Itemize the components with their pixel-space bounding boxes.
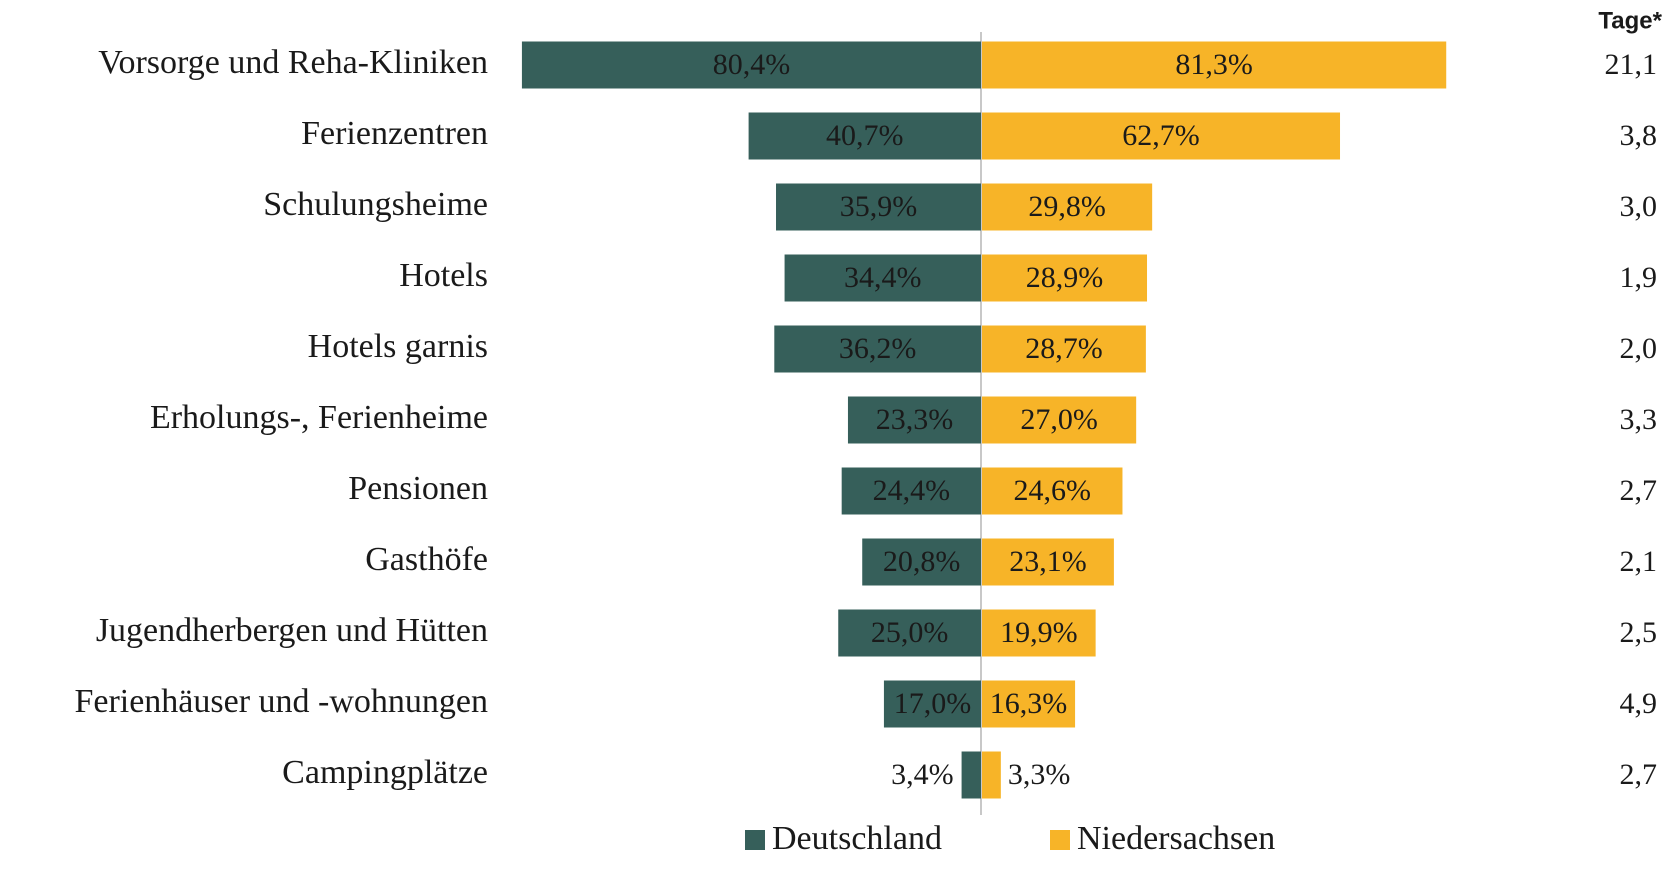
bar	[521, 41, 981, 89]
category-label: Pensionen	[348, 470, 488, 507]
data-label: 62,7%	[1122, 119, 1200, 152]
category-label: Ferienzentren	[301, 115, 488, 152]
category-label: Gasthöfe	[365, 541, 488, 578]
data-label: 19,9%	[1000, 616, 1078, 649]
side-column-title: Tage*	[1598, 7, 1662, 34]
bar	[982, 680, 1076, 728]
bar	[862, 538, 981, 586]
data-label: 36,2%	[839, 332, 917, 365]
bar	[982, 538, 1114, 586]
legend-label: Deutschland	[772, 820, 942, 857]
category-label: Jugendherbergen und Hütten	[96, 612, 488, 649]
bar	[982, 396, 1137, 444]
data-label: 25,0%	[871, 616, 949, 649]
category-label: Schulungsheime	[263, 186, 488, 223]
category-label: Hotels	[399, 257, 488, 294]
bar	[838, 609, 981, 657]
data-label: 27,0%	[1020, 403, 1098, 436]
side-column-value: 3,3	[1620, 403, 1658, 436]
category-label: Campingplätze	[282, 754, 488, 791]
bar	[982, 325, 1146, 373]
data-label: 40,7%	[826, 119, 904, 152]
data-label: 3,4%	[891, 758, 954, 791]
side-column-value: 2,7	[1620, 474, 1658, 507]
data-label: 17,0%	[894, 687, 972, 720]
category-label: Vorsorge und Reha-Kliniken	[98, 44, 488, 81]
bar	[982, 41, 1447, 89]
bar	[748, 112, 981, 160]
bar	[982, 467, 1123, 515]
bar	[982, 751, 1001, 799]
data-label: 35,9%	[840, 190, 918, 223]
legend-swatch	[1050, 830, 1070, 850]
side-column-value: 2,0	[1620, 332, 1658, 365]
bar	[982, 112, 1341, 160]
data-label: 28,9%	[1026, 261, 1104, 294]
data-label: 81,3%	[1175, 48, 1253, 81]
bar	[883, 680, 981, 728]
side-column-value: 1,9	[1620, 261, 1658, 294]
data-label: 23,1%	[1009, 545, 1087, 578]
data-label: 20,8%	[883, 545, 961, 578]
side-column-value: 3,8	[1620, 119, 1658, 152]
data-label: 23,3%	[876, 403, 954, 436]
data-label: 3,3%	[1008, 758, 1071, 791]
legend-swatch	[745, 830, 765, 850]
bar	[784, 254, 981, 302]
category-label: Ferienhäuser und -wohnungen	[74, 683, 488, 720]
bar	[841, 467, 981, 515]
bar	[774, 325, 981, 373]
bar	[847, 396, 981, 444]
data-label: 28,7%	[1025, 332, 1103, 365]
category-label: Hotels garnis	[308, 328, 488, 365]
side-column-value: 2,1	[1620, 545, 1658, 578]
side-column-value: 2,7	[1620, 758, 1658, 791]
side-column-value: 3,0	[1620, 190, 1658, 223]
data-label: 80,4%	[713, 48, 791, 81]
side-column-value: 21,1	[1605, 48, 1658, 81]
legend-label: Niedersachsen	[1077, 820, 1275, 857]
bar	[982, 183, 1153, 231]
data-label: 34,4%	[844, 261, 922, 294]
category-label: Erholungs-, Ferienheime	[150, 399, 488, 436]
bar	[982, 609, 1096, 657]
data-label: 24,4%	[873, 474, 951, 507]
data-label: 29,8%	[1028, 190, 1106, 223]
bar	[961, 751, 981, 799]
side-column-value: 2,5	[1620, 616, 1658, 649]
bar	[776, 183, 981, 231]
data-label: 16,3%	[990, 687, 1068, 720]
data-label: 24,6%	[1013, 474, 1091, 507]
bar	[982, 254, 1148, 302]
side-column-value: 4,9	[1620, 687, 1658, 720]
